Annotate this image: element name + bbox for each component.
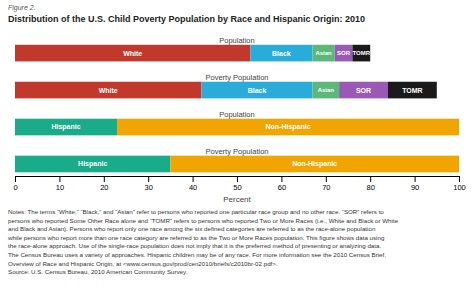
bar-segment bbox=[352, 45, 370, 62]
bar-segment bbox=[15, 82, 201, 99]
segment-labels: WhiteBlackAsianSORTOMRWhiteBlackAsianSOR… bbox=[51, 50, 422, 169]
tick: 100 bbox=[453, 176, 466, 192]
tick-label: 90 bbox=[411, 183, 419, 192]
segment-label: TOMR bbox=[353, 50, 371, 56]
bars bbox=[15, 45, 459, 173]
note: persons who reported Some Other Race alo… bbox=[8, 217, 399, 224]
bar-segment bbox=[312, 45, 334, 62]
note: Overview of Race and Hispanic Origin, at… bbox=[8, 260, 278, 267]
tick-mark bbox=[104, 176, 105, 182]
subtitle: Figure 2. bbox=[8, 4, 36, 12]
tick-label: 100 bbox=[453, 183, 466, 192]
tick-mark bbox=[281, 176, 282, 182]
segment-label: White bbox=[99, 87, 118, 94]
bar-segment bbox=[388, 82, 437, 99]
tick: 50 bbox=[233, 176, 241, 192]
segment-label: White bbox=[123, 50, 142, 57]
segment-label: SOR bbox=[356, 87, 371, 94]
tick-mark bbox=[459, 176, 460, 182]
bar-segment bbox=[312, 82, 339, 99]
note: Source: U.S. Census Bureau, 2010 America… bbox=[8, 268, 188, 275]
x-axis: 0 10 20 30 40 50 60 70 80 90 100 bbox=[13, 176, 465, 192]
tick-mark bbox=[15, 176, 16, 182]
bar-segment bbox=[339, 82, 388, 99]
tick-label: 30 bbox=[145, 183, 153, 192]
bar-segment bbox=[335, 45, 353, 62]
segment-label: Non-Hispanic bbox=[292, 160, 337, 168]
tick-label: 50 bbox=[233, 183, 241, 192]
note: and Black and Asian). Persons who report… bbox=[8, 225, 376, 232]
tick-mark bbox=[148, 176, 149, 182]
x-axis-title: Percent bbox=[223, 195, 251, 204]
bar-segment bbox=[250, 45, 312, 62]
note: The Census Bureau uses a variety of appr… bbox=[8, 251, 386, 258]
chart: Figure 2. Distribution of the U.S. Child … bbox=[0, 0, 474, 299]
note: while persons who report more than one r… bbox=[7, 234, 385, 241]
bar-label: Poverty Population bbox=[206, 73, 269, 82]
tick-label: 20 bbox=[100, 183, 108, 192]
tick-label: 70 bbox=[322, 183, 330, 192]
tick-mark bbox=[237, 176, 238, 182]
segment-label: Non-Hispanic bbox=[265, 123, 310, 131]
tick: 90 bbox=[411, 176, 419, 192]
segment-label: Black bbox=[272, 50, 291, 57]
bar-segment bbox=[170, 156, 459, 173]
tick-label: 80 bbox=[367, 183, 375, 192]
bar-segment bbox=[15, 156, 170, 173]
segment-label: SOR bbox=[337, 50, 351, 56]
segment-label: Black bbox=[248, 87, 267, 94]
bar-label: Population bbox=[219, 36, 254, 45]
tick-mark bbox=[326, 176, 327, 182]
tick: 40 bbox=[189, 176, 197, 192]
bar-segment bbox=[15, 119, 117, 136]
tick: 80 bbox=[367, 176, 375, 192]
note: Notes: The terms “White,” “Black,” and “… bbox=[8, 208, 384, 215]
tick: 0 bbox=[13, 176, 17, 192]
tick-label: 10 bbox=[56, 183, 64, 192]
bar-label: Poverty Population bbox=[206, 147, 269, 156]
title: Distribution of the U.S. Child Poverty P… bbox=[8, 14, 365, 24]
bar-segment bbox=[117, 119, 459, 136]
tick-label: 40 bbox=[189, 183, 197, 192]
tick: 60 bbox=[278, 176, 286, 192]
tick: 70 bbox=[322, 176, 330, 192]
bar-segment bbox=[201, 82, 312, 99]
segment-label: Asian bbox=[318, 87, 335, 93]
axis-line bbox=[16, 177, 460, 183]
tick-mark bbox=[370, 176, 371, 182]
note: the race-alone approach. Use of the sing… bbox=[8, 242, 381, 249]
tick-mark bbox=[59, 176, 60, 182]
segment-label: Hispanic bbox=[78, 160, 107, 168]
segment-label: TOMR bbox=[402, 87, 422, 94]
bar-label: Population bbox=[219, 110, 254, 119]
notes: Notes: The terms “White,” “Black,” and “… bbox=[7, 208, 399, 275]
tick-label: 0 bbox=[13, 183, 17, 192]
bar-segment bbox=[15, 45, 250, 62]
segment-label: Asian bbox=[315, 50, 332, 56]
tick-mark bbox=[415, 176, 416, 182]
tick-label: 60 bbox=[278, 183, 286, 192]
tick: 20 bbox=[100, 176, 108, 192]
tick: 10 bbox=[56, 176, 64, 192]
tick: 30 bbox=[145, 176, 153, 192]
tick-mark bbox=[193, 176, 194, 182]
segment-label: Hispanic bbox=[51, 123, 80, 131]
